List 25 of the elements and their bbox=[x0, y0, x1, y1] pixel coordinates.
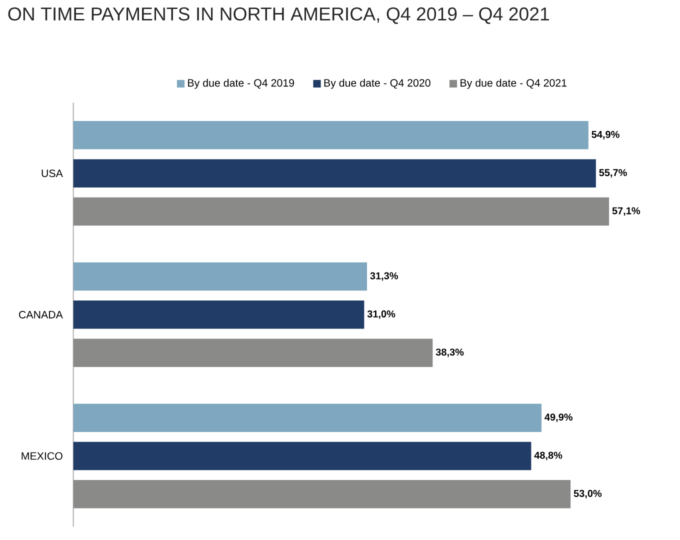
chart-title: ON TIME PAYMENTS IN NORTH AMERICA, Q4 2019 – Q4 2021 bbox=[8, 7, 549, 24]
data-label: 38,3% bbox=[436, 348, 464, 358]
bar bbox=[73, 338, 433, 367]
data-label: 53,0% bbox=[574, 490, 602, 498]
data-label: 31,0% bbox=[367, 310, 396, 319]
y-tick-label: USA bbox=[42, 170, 63, 178]
data-label: 55,7% bbox=[599, 169, 627, 178]
bar bbox=[73, 159, 596, 188]
bar bbox=[73, 197, 610, 226]
bar bbox=[73, 480, 571, 508]
bar bbox=[73, 300, 364, 329]
data-label: 48,8% bbox=[534, 452, 562, 460]
bar bbox=[73, 121, 588, 150]
data-label: 49,9% bbox=[544, 414, 573, 422]
y-tick-label: MEXICO bbox=[22, 452, 62, 460]
bar bbox=[73, 262, 367, 291]
data-label: 54,9% bbox=[592, 130, 620, 140]
legend-label: By due date - Q4 2019 bbox=[188, 78, 294, 89]
data-label: 57,1% bbox=[612, 207, 640, 216]
data-label: 31,3% bbox=[370, 272, 398, 281]
y-tick-label: CANADA bbox=[19, 310, 63, 318]
legend-label: By due date - Q4 2020 bbox=[324, 78, 430, 89]
bar bbox=[73, 404, 542, 432]
legend-label: By due date - Q4 2021 bbox=[460, 78, 567, 89]
bar bbox=[73, 442, 532, 470]
